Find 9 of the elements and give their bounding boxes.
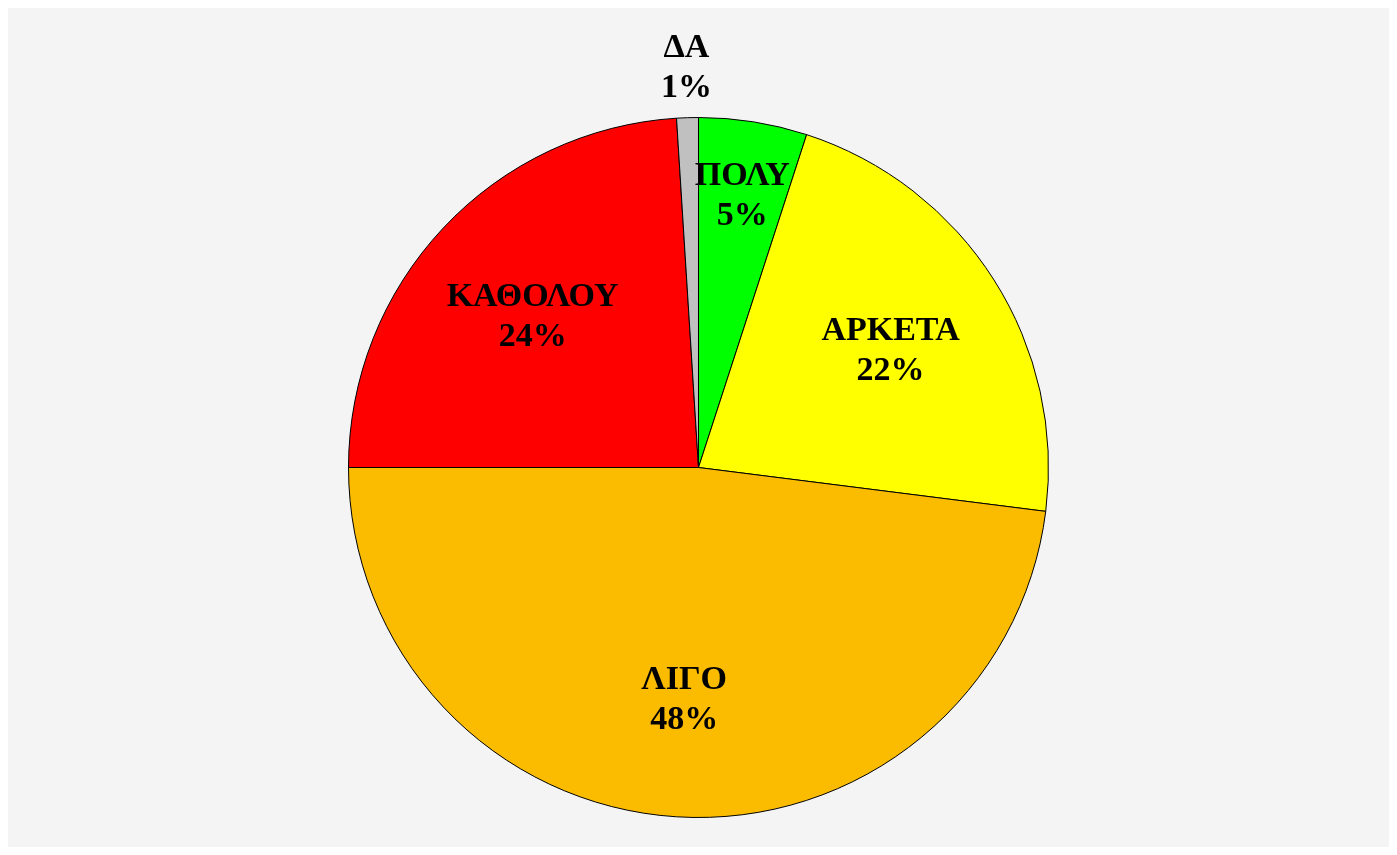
data-label: 1%: [660, 66, 712, 104]
data-label: 48%: [650, 698, 719, 736]
slice-label: ΔΑ: [663, 26, 710, 64]
slice-label: ΚΑΘΟΛΟΥ: [446, 275, 619, 313]
data-label: 24%: [498, 315, 567, 353]
slice-label: ΛΙΓΟ: [641, 658, 728, 696]
data-label: 22%: [856, 349, 925, 387]
data-label: 5%: [716, 194, 768, 232]
slice-label: ΑΡΚΕΤΑ: [821, 309, 961, 347]
